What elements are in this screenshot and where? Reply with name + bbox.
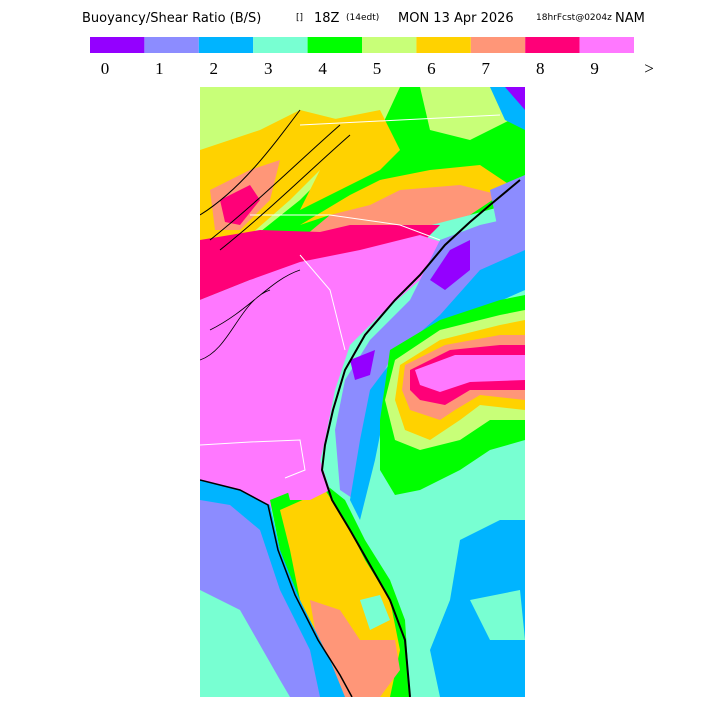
legend-label: 3 (264, 59, 273, 78)
model: NAM (615, 11, 645, 26)
legend-label: 9 (590, 59, 599, 78)
legend-label: 5 (373, 59, 382, 78)
symbol: [] (296, 13, 303, 23)
date: MON 13 Apr 2026 (398, 11, 514, 26)
legend-swatch (362, 37, 417, 53)
legend-swatch (470, 37, 526, 53)
legend-label: 2 (210, 59, 219, 78)
legend-label: 6 (427, 59, 436, 78)
legend: 0 1 2 3 4 5 6 7 8 9 > (90, 37, 654, 78)
legend-swatch (416, 37, 471, 53)
map (200, 87, 525, 697)
legend-label: 0 (101, 59, 110, 78)
legend-label: > (644, 59, 654, 78)
legend-swatch (579, 37, 634, 53)
valid-time: 18Z (314, 11, 340, 26)
legend-label: 1 (155, 59, 164, 78)
legend-swatch (253, 37, 308, 53)
legend-swatch (90, 37, 145, 53)
title: Buoyancy/Shear Ratio (B/S) (82, 11, 261, 26)
local-time: (14edt) (346, 13, 379, 23)
legend-swatch (307, 37, 362, 53)
legend-label: 4 (318, 59, 327, 78)
forecast: 18hrFcst@0204z (536, 13, 612, 23)
legend-label: 8 (536, 59, 545, 78)
legend-swatch (144, 37, 199, 53)
legend-label: 7 (482, 59, 491, 78)
legend-swatch (525, 37, 580, 53)
legend-swatch (198, 37, 254, 53)
